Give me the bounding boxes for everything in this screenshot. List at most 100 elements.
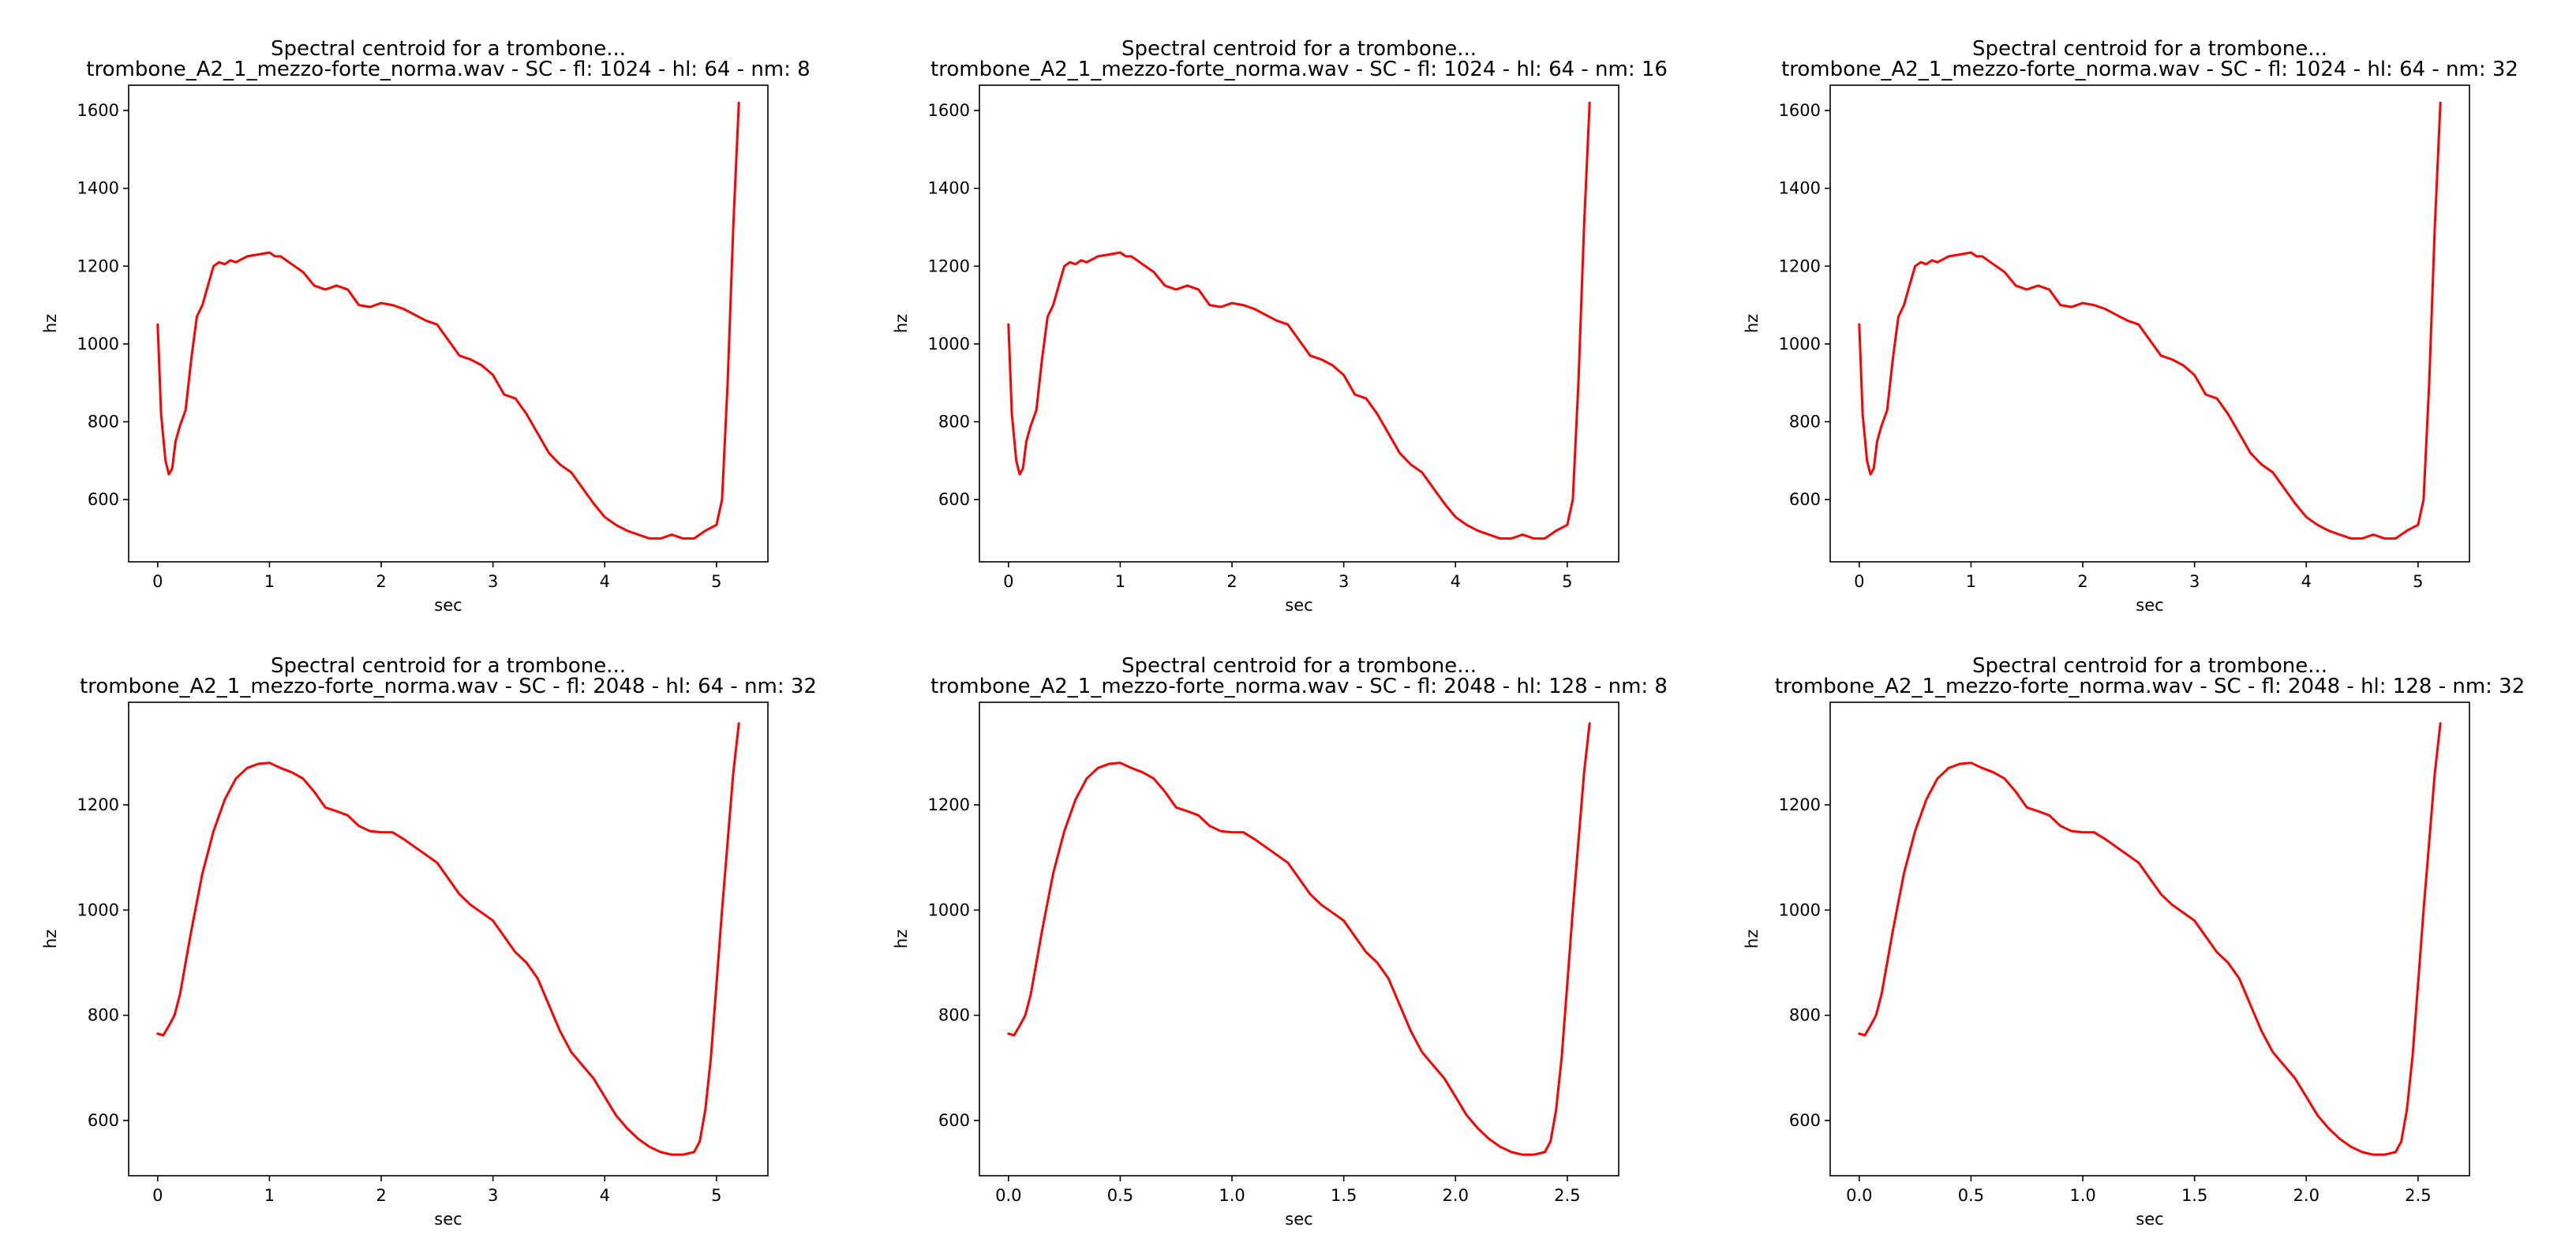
chart-subtitle: trombone_A2_1_mezzo-forte_norma.wav - SC…	[1775, 675, 2525, 698]
y-tick-label: 1000	[1779, 335, 1821, 354]
chart-subtitle: trombone_A2_1_mezzo-forte_norma.wav - SC…	[1781, 58, 2518, 81]
x-tick-label: 1	[264, 572, 275, 591]
chart-subtitle: trombone_A2_1_mezzo-forte_norma.wav - SC…	[930, 58, 1668, 81]
y-tick-label: 600	[938, 490, 970, 509]
chart-panel-4: Spectral centroid for a trombone...tromb…	[41, 654, 817, 1229]
y-axis-label: hz	[1743, 314, 1762, 333]
chart-panel-1: Spectral centroid for a trombone...tromb…	[41, 37, 811, 615]
y-tick-label: 1600	[928, 101, 970, 120]
x-tick-label: 1.5	[1331, 1186, 1357, 1205]
plot-frame	[979, 701, 1619, 1177]
x-tick-label: 2	[376, 1186, 386, 1205]
x-tick-label: 0.5	[1958, 1186, 1984, 1205]
y-tick-label: 600	[88, 1111, 119, 1130]
y-tick-label: 1600	[1779, 101, 1821, 120]
chart-title: Spectral centroid for a trombone...	[271, 37, 626, 61]
x-tick-label: 2.5	[2405, 1186, 2431, 1205]
series-line-1	[1858, 101, 2442, 540]
x-tick-label: 5	[1562, 572, 1572, 591]
chart-panel-6: Spectral centroid for a trombone...tromb…	[1743, 654, 2525, 1229]
x-tick-label: 4	[2301, 572, 2312, 591]
x-tick-label: 2	[1226, 572, 1237, 591]
x-tick-label: 5	[711, 1186, 721, 1205]
x-tick-label: 1.0	[2069, 1186, 2095, 1205]
x-tick-label: 0	[152, 1186, 163, 1205]
x-tick-label: 0.0	[1846, 1186, 1872, 1205]
y-tick-label: 1200	[928, 795, 970, 814]
x-tick-label: 1	[1966, 572, 1976, 591]
y-axis-label: hz	[41, 930, 60, 948]
chart-subtitle: trombone_A2_1_mezzo-forte_norma.wav - SC…	[930, 675, 1668, 698]
y-tick-label: 1000	[1779, 900, 1821, 919]
x-tick-label: 2.5	[1554, 1186, 1580, 1205]
x-tick-label: 2.0	[2293, 1186, 2320, 1205]
x-tick-label: 1.5	[2181, 1186, 2207, 1205]
chart-subtitle: trombone_A2_1_mezzo-forte_norma.wav - SC…	[86, 58, 810, 81]
x-tick-label: 4	[600, 1186, 610, 1205]
y-tick-label: 600	[1789, 490, 1821, 509]
y-tick-label: 1200	[77, 795, 119, 814]
x-tick-label: 2	[376, 572, 386, 591]
x-axis-label: sec	[434, 1210, 462, 1229]
y-tick-label: 1000	[77, 335, 119, 354]
chart-panel-5: Spectral centroid for a trombone...tromb…	[892, 654, 1668, 1229]
x-tick-label: 1	[1115, 572, 1125, 591]
x-tick-label: 2.0	[1443, 1186, 1469, 1205]
x-axis-label: sec	[2136, 596, 2163, 615]
y-tick-label: 1400	[77, 179, 119, 198]
x-tick-label: 5	[711, 572, 721, 591]
x-axis-label: sec	[1285, 1210, 1312, 1229]
y-tick-label: 1400	[928, 179, 970, 198]
x-tick-label: 0.0	[995, 1186, 1021, 1205]
x-tick-label: 4	[1451, 572, 1461, 591]
x-tick-label: 3	[2189, 572, 2200, 591]
x-tick-label: 0	[152, 572, 163, 591]
x-tick-label: 0	[1003, 572, 1013, 591]
chart-title: Spectral centroid for a trombone...	[1121, 37, 1477, 61]
y-tick-label: 1600	[77, 101, 119, 120]
y-tick-label: 1000	[928, 335, 970, 354]
chart-subtitle: trombone_A2_1_mezzo-forte_norma.wav - SC…	[80, 675, 817, 698]
series-line-1	[156, 722, 740, 1156]
y-tick-label: 800	[88, 1006, 119, 1025]
x-tick-label: 3	[1339, 572, 1349, 591]
x-tick-label: 5	[2413, 572, 2423, 591]
y-tick-label: 800	[1789, 1006, 1821, 1025]
chart-title: Spectral centroid for a trombone...	[1121, 654, 1477, 678]
x-tick-label: 2	[2077, 572, 2087, 591]
plot-frame	[1829, 701, 2470, 1177]
y-axis-label: hz	[892, 930, 911, 948]
y-axis-label: hz	[41, 314, 60, 333]
y-axis-label: hz	[892, 314, 911, 333]
y-tick-label: 1200	[77, 256, 119, 275]
y-tick-label: 1200	[1779, 256, 1821, 275]
y-tick-label: 600	[1789, 1111, 1821, 1130]
x-axis-label: sec	[1285, 596, 1312, 615]
y-tick-label: 1000	[77, 900, 119, 919]
x-axis-label: sec	[434, 596, 462, 615]
chart-panel-3: Spectral centroid for a trombone...tromb…	[1743, 37, 2518, 615]
y-tick-label: 600	[88, 490, 119, 509]
chart-title: Spectral centroid for a trombone...	[271, 654, 626, 678]
chart-title: Spectral centroid for a trombone...	[1972, 654, 2327, 678]
x-tick-label: 4	[600, 572, 610, 591]
x-tick-label: 1	[264, 1186, 275, 1205]
plot-frame	[128, 84, 769, 563]
y-tick-label: 1200	[928, 256, 970, 275]
x-tick-label: 1.0	[1219, 1186, 1245, 1205]
x-tick-label: 3	[488, 1186, 498, 1205]
chart-panel-2: Spectral centroid for a trombone...tromb…	[892, 37, 1668, 615]
y-tick-label: 800	[938, 412, 970, 431]
y-tick-label: 800	[938, 1006, 970, 1025]
y-tick-label: 800	[1789, 412, 1821, 431]
series-line-1	[1007, 722, 1591, 1156]
y-axis-label: hz	[1743, 930, 1762, 948]
x-axis-label: sec	[2136, 1210, 2163, 1229]
plot-frame	[1829, 84, 2470, 563]
series-line-1	[1858, 722, 2442, 1156]
y-tick-label: 600	[938, 1111, 970, 1130]
plot-frame	[128, 701, 769, 1177]
chart-title: Spectral centroid for a trombone...	[1972, 37, 2327, 61]
y-tick-label: 800	[88, 412, 119, 431]
